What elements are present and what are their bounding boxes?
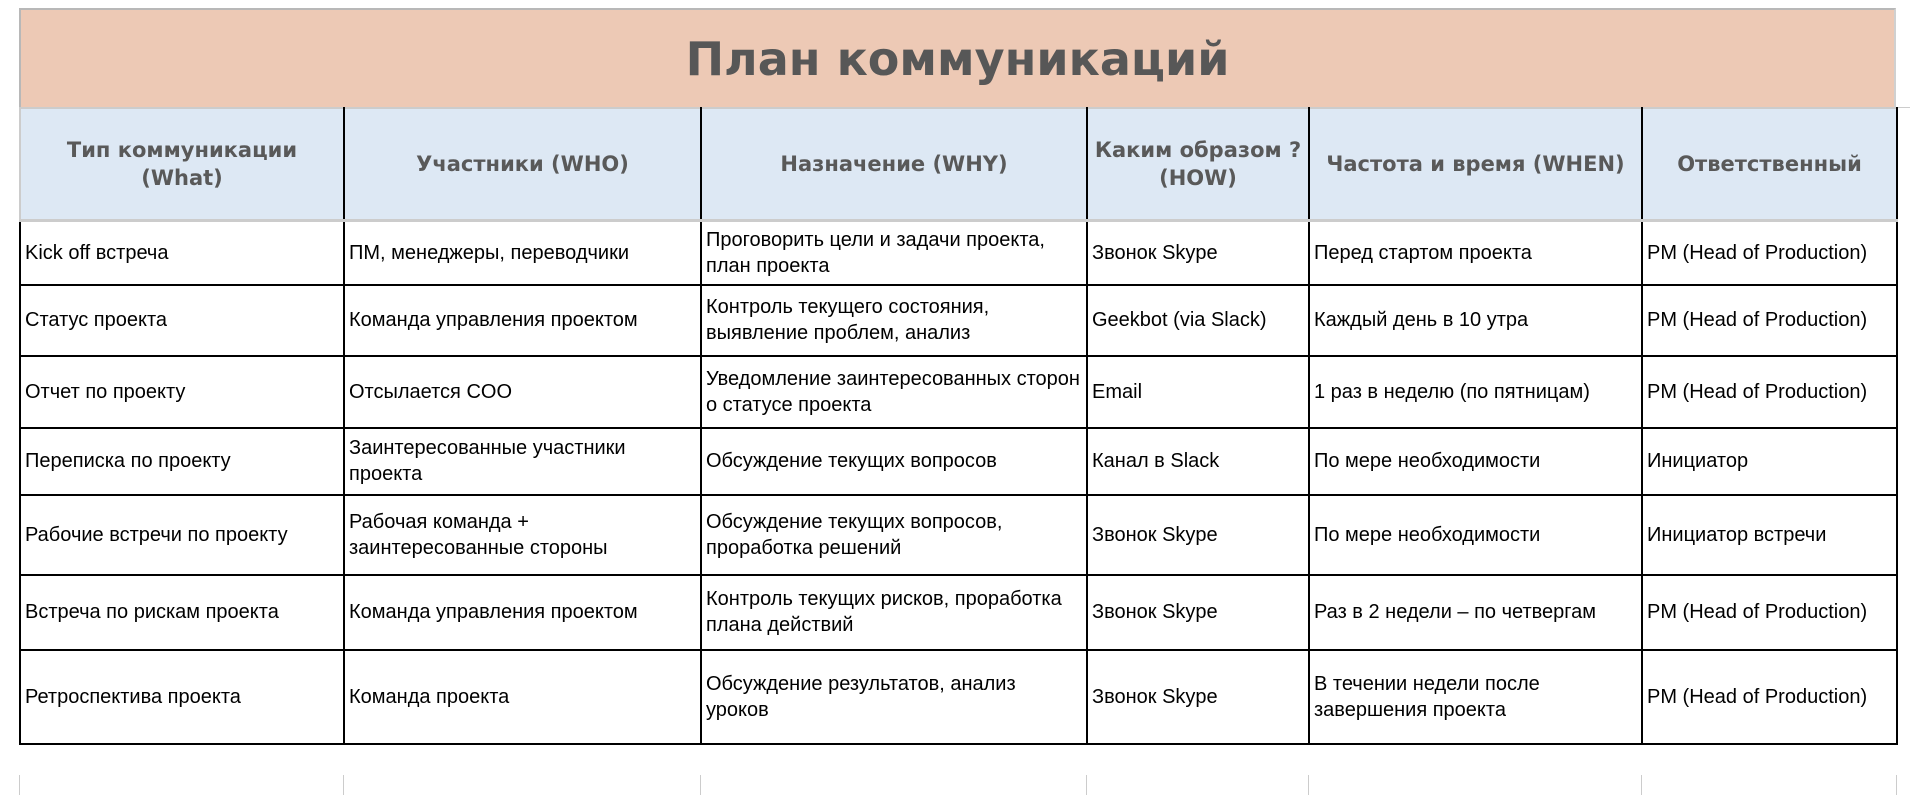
table-row: Встреча по рискам проекта Команда управле…: [19, 573, 1898, 651]
table-row: Отчет по проекту Отсылается COO Уведомлени…: [19, 354, 1898, 429]
cell-who[interactable]: Рабочая команда + заинтересованные сторо…: [343, 493, 702, 576]
cell-why[interactable]: Обсуждение результатов, анализ уроков: [700, 648, 1088, 745]
column-header-who[interactable]: Участники (WHO): [343, 107, 702, 222]
cell-what[interactable]: Ретроспектива проекта: [19, 648, 345, 745]
gridline: [1641, 775, 1642, 795]
cell-responsible[interactable]: PM (Head of Production): [1641, 283, 1898, 357]
cell-what[interactable]: Статус проекта: [19, 283, 345, 357]
cell-when[interactable]: Раз в 2 недели – по четвергам: [1308, 573, 1643, 651]
gridline: [19, 775, 20, 795]
cell-who[interactable]: Заинтересованные участники проекта: [343, 426, 702, 496]
gridline: [343, 775, 344, 795]
cell-what[interactable]: Встреча по рискам проекта: [19, 573, 345, 651]
empty-grid-column: [1898, 107, 1910, 788]
cell-why[interactable]: Контроль текущих рисков, проработка план…: [700, 573, 1088, 651]
cell-how[interactable]: Geekbot (via Slack): [1086, 283, 1310, 357]
cell-how[interactable]: Звонок Skype: [1086, 573, 1310, 651]
cell-how[interactable]: Звонок Skype: [1086, 648, 1310, 745]
gridline: [700, 775, 701, 795]
table-row: Статус проекта Команда управления проекто…: [19, 283, 1898, 357]
cell-why[interactable]: Уведомление заинтересованных сторон о ст…: [700, 354, 1088, 429]
table-row: Ретроспектива проекта Команда проекта Обсу…: [19, 648, 1898, 745]
cell-why[interactable]: Контроль текущего состояния, выявление п…: [700, 283, 1088, 357]
table-row: Переписка по проекту Заинтересованные уча…: [19, 426, 1898, 496]
cell-when[interactable]: Перед стартом проекта: [1308, 219, 1643, 286]
column-header-what[interactable]: Тип коммуникации (What): [19, 107, 345, 222]
communication-plan-table: Тип коммуникации (What) Участники (WHO) …: [19, 107, 1898, 745]
cell-when[interactable]: Каждый день в 10 утра: [1308, 283, 1643, 357]
cell-responsible[interactable]: PM (Head of Production): [1641, 573, 1898, 651]
empty-grid-row: [19, 775, 1897, 795]
cell-who[interactable]: Команда управления проектом: [343, 283, 702, 357]
cell-who[interactable]: ПМ, менеджеры, переводчики: [343, 219, 702, 286]
header-row: Тип коммуникации (What) Участники (WHO) …: [19, 107, 1898, 222]
cell-what[interactable]: Kick off встреча: [19, 219, 345, 286]
cell-what[interactable]: Переписка по проекту: [19, 426, 345, 496]
cell-who[interactable]: Команда проекта: [343, 648, 702, 745]
gridline: [1086, 775, 1087, 795]
cell-why[interactable]: Обсуждение текущих вопросов, проработка …: [700, 493, 1088, 576]
gridline: [1308, 775, 1309, 795]
cell-responsible[interactable]: PM (Head of Production): [1641, 219, 1898, 286]
column-header-when[interactable]: Частота и время (WHEN): [1308, 107, 1643, 222]
cell-who[interactable]: Отсылается COO: [343, 354, 702, 429]
sheet-title: План коммуникаций: [685, 31, 1230, 86]
column-header-why[interactable]: Назначение (WHY): [700, 107, 1088, 222]
table-row: Рабочие встречи по проекту Рабочая команд…: [19, 493, 1898, 576]
cell-when[interactable]: По мере необходимости: [1308, 426, 1643, 496]
column-header-responsible[interactable]: Ответственный: [1641, 107, 1898, 222]
cell-responsible[interactable]: PM (Head of Production): [1641, 648, 1898, 745]
cell-responsible[interactable]: Инициатор встречи: [1641, 493, 1898, 576]
cell-when[interactable]: По мере необходимости: [1308, 493, 1643, 576]
cell-who[interactable]: Команда управления проектом: [343, 573, 702, 651]
cell-when[interactable]: 1 раз в неделю (по пятницам): [1308, 354, 1643, 429]
column-header-how[interactable]: Каким образом ? (HOW): [1086, 107, 1310, 222]
cell-what[interactable]: Отчет по проекту: [19, 354, 345, 429]
table-row: Kick off встреча ПМ, менеджеры, переводчи…: [19, 219, 1898, 286]
cell-responsible[interactable]: PM (Head of Production): [1641, 354, 1898, 429]
cell-how[interactable]: Звонок Skype: [1086, 219, 1310, 286]
cell-when[interactable]: В течении недели после завершения проект…: [1308, 648, 1643, 745]
title-band: План коммуникаций: [19, 8, 1896, 107]
cell-how[interactable]: Канал в Slack: [1086, 426, 1310, 496]
cell-how[interactable]: Звонок Skype: [1086, 493, 1310, 576]
cell-what[interactable]: Рабочие встречи по проекту: [19, 493, 345, 576]
cell-why[interactable]: Проговорить цели и задачи проекта, план …: [700, 219, 1088, 286]
gridline: [1896, 775, 1897, 795]
cell-responsible[interactable]: Инициатор: [1641, 426, 1898, 496]
cell-how[interactable]: Email: [1086, 354, 1310, 429]
cell-why[interactable]: Обсуждение текущих вопросов: [700, 426, 1088, 496]
